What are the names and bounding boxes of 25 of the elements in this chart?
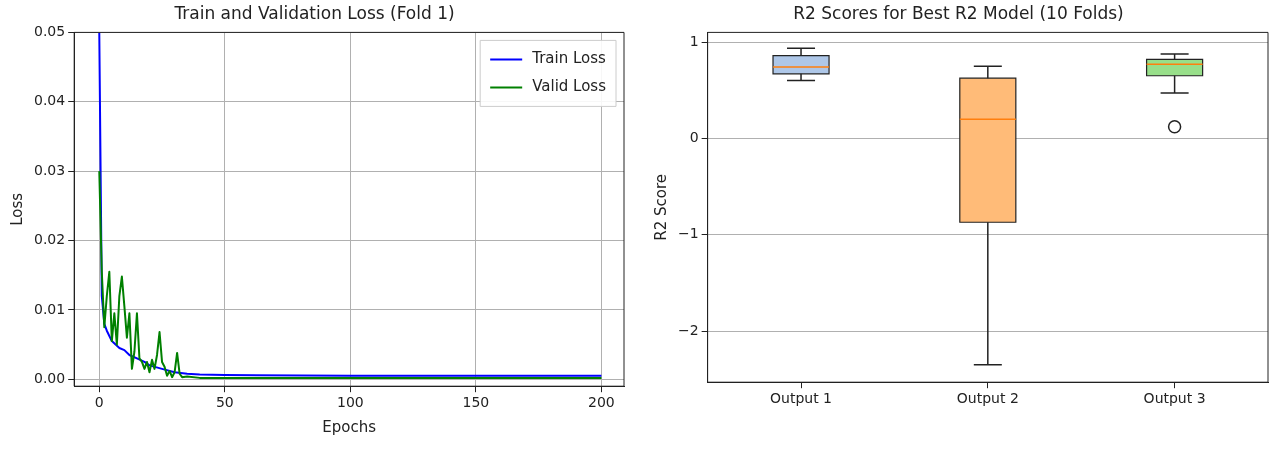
x-tick-label: Output 1 xyxy=(770,390,833,407)
x-tick-label: Output 3 xyxy=(1143,390,1206,407)
x-tick-label: 100 xyxy=(336,394,364,411)
legend-label: Train Loss xyxy=(531,49,607,68)
y-tick-label: 0.03 xyxy=(34,161,66,178)
x-tick-label: 50 xyxy=(215,394,234,411)
x-tick-label: 150 xyxy=(462,394,490,411)
x-tick-label: Output 2 xyxy=(956,390,1019,407)
chart-title: R2 Scores for Best R2 Model (10 Folds) xyxy=(793,2,1124,23)
y-tick-label: 0.00 xyxy=(34,369,66,386)
y-tick-label: −1 xyxy=(678,225,699,242)
y-tick-label: 0.04 xyxy=(34,92,66,109)
y-tick-label: 0.01 xyxy=(34,300,66,317)
y-tick-label: 0 xyxy=(689,129,699,146)
x-tick-label: 0 xyxy=(94,394,104,411)
y-axis-title: Loss xyxy=(7,192,26,226)
legend-label: Valid Loss xyxy=(532,77,607,96)
y-tick-label: 0.05 xyxy=(34,23,66,40)
y-tick-label: 1 xyxy=(689,32,699,49)
chart-title: Train and Validation Loss (Fold 1) xyxy=(173,2,455,23)
y-axis-title: R2 Score xyxy=(651,173,670,241)
y-tick-label: 0.02 xyxy=(34,231,66,248)
y-tick-label: −2 xyxy=(678,321,699,338)
x-axis-title: Epochs xyxy=(322,417,377,436)
x-tick-label: 200 xyxy=(588,394,615,411)
